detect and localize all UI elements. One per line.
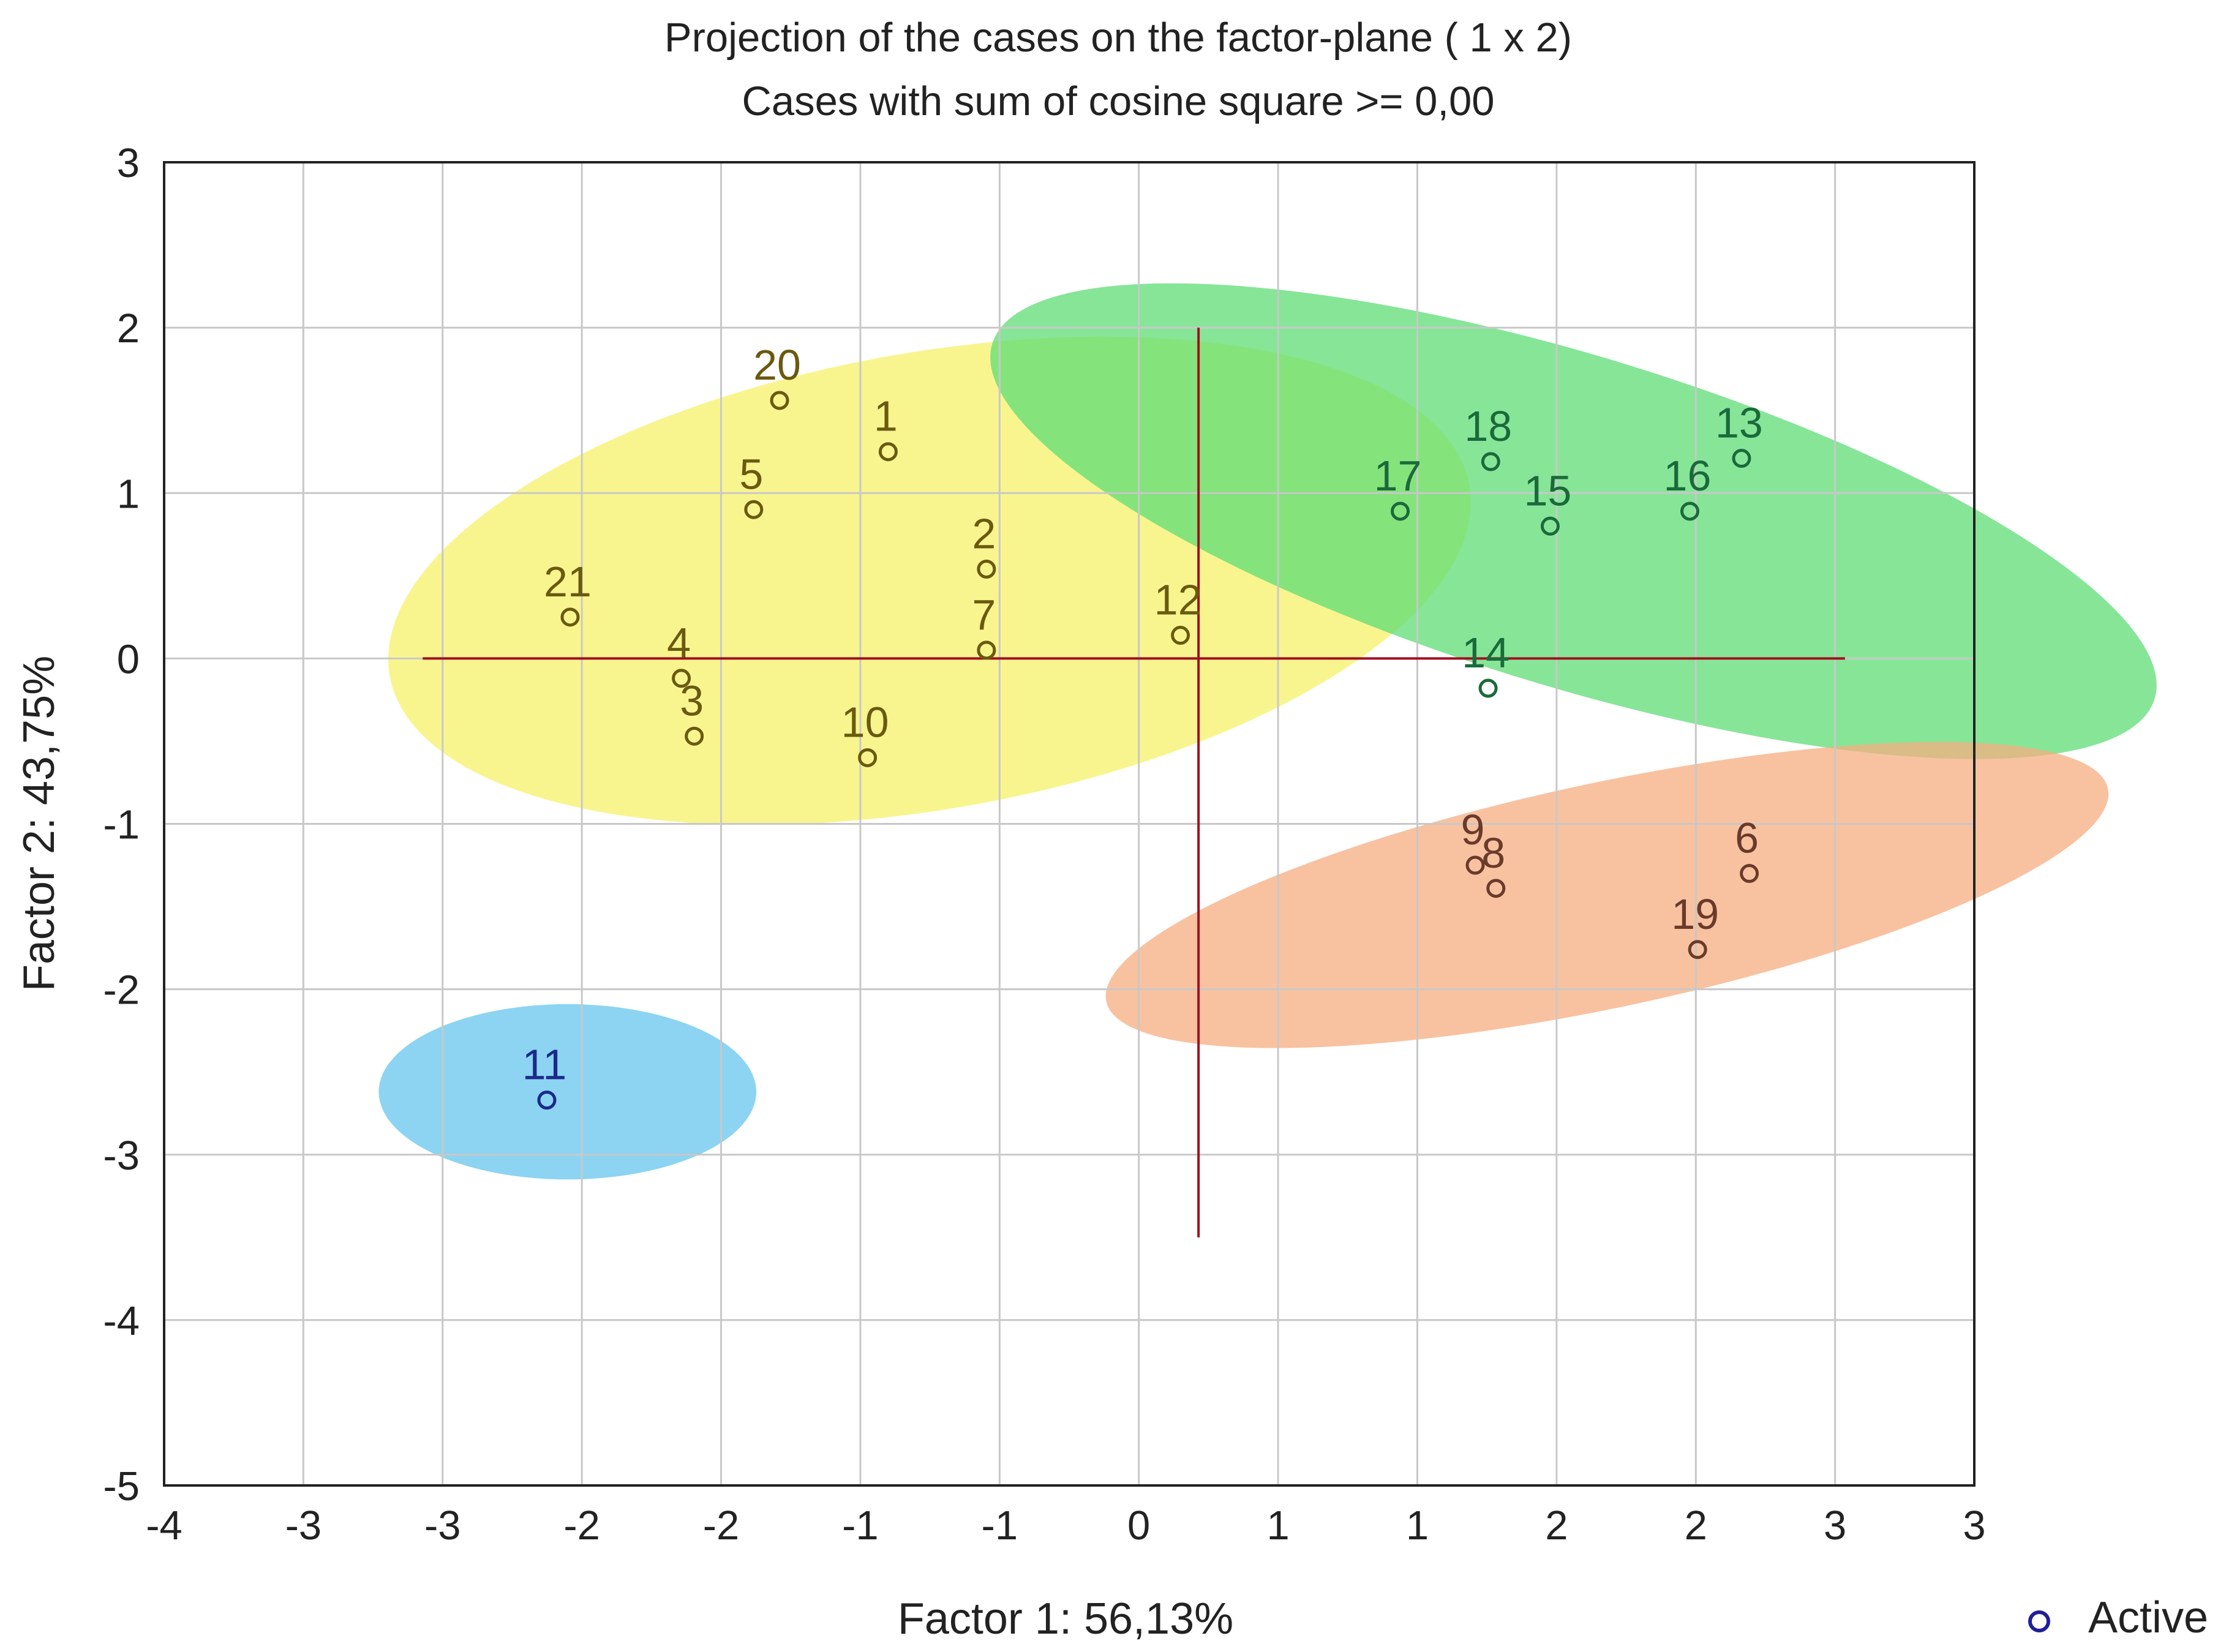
point-label: 15 bbox=[1524, 467, 1572, 514]
y-tick-label: 3 bbox=[117, 140, 140, 186]
x-tick-label: -2 bbox=[563, 1503, 600, 1549]
x-tick-label: 1 bbox=[1266, 1503, 1289, 1549]
point-marker bbox=[1465, 855, 1485, 875]
point-label: 5 bbox=[739, 450, 763, 498]
x-tick-label: -2 bbox=[703, 1503, 740, 1549]
point-marker bbox=[672, 669, 691, 688]
cluster-green bbox=[990, 283, 2157, 759]
point-marker bbox=[1478, 678, 1498, 698]
point-label: 8 bbox=[1481, 829, 1505, 877]
point-label: 2 bbox=[972, 510, 996, 558]
x-axis-ticks: -4 -3 -3 -2 -2 -1 -1 0 1 1 2 2 3 3 bbox=[146, 1503, 1985, 1549]
point-marker bbox=[1540, 516, 1560, 536]
point-label: 19 bbox=[1671, 890, 1719, 938]
y-axis-ticks: 3 2 1 0 -1 -2 -3 -4 -5 bbox=[103, 140, 140, 1509]
point-marker bbox=[977, 640, 996, 660]
point-label: 1 bbox=[874, 392, 898, 440]
x-tick-label: -3 bbox=[285, 1503, 322, 1549]
legend-marker bbox=[2028, 1610, 2050, 1632]
x-tick-label: 1 bbox=[1406, 1503, 1429, 1549]
point-label: 20 bbox=[753, 341, 801, 389]
chart-subtitle: Cases with sum of cosine square >= 0,00 bbox=[742, 78, 1495, 124]
point-marker bbox=[1481, 452, 1500, 471]
point-marker bbox=[1732, 449, 1751, 468]
point-marker bbox=[770, 391, 789, 410]
y-tick-label: 1 bbox=[117, 471, 140, 517]
y-axis-label: Factor 2: 43,75% bbox=[15, 656, 64, 991]
point-marker bbox=[1486, 879, 1506, 898]
point-marker bbox=[1391, 501, 1410, 521]
point-marker bbox=[1171, 626, 1190, 645]
point-label: 10 bbox=[841, 698, 889, 746]
point-label: 6 bbox=[1735, 814, 1759, 862]
x-tick-label: 3 bbox=[1824, 1503, 1846, 1549]
chart-title: Projection of the cases on the factor-pl… bbox=[664, 15, 1572, 61]
x-tick-label: -4 bbox=[146, 1503, 182, 1549]
y-tick-label: -2 bbox=[103, 967, 140, 1013]
point-label: 16 bbox=[1664, 452, 1712, 500]
x-tick-label: 0 bbox=[1127, 1503, 1150, 1549]
y-tick-label: -4 bbox=[103, 1298, 140, 1344]
x-tick-label: -1 bbox=[842, 1503, 879, 1549]
x-tick-label: -3 bbox=[424, 1503, 461, 1549]
point-marker bbox=[537, 1091, 557, 1110]
point-label: 12 bbox=[1154, 576, 1202, 624]
point-label: 14 bbox=[1462, 629, 1510, 677]
y-tick-label: 0 bbox=[117, 636, 140, 682]
x-axis-label: Factor 1: 56,13% bbox=[898, 1594, 1233, 1643]
point-marker bbox=[560, 607, 580, 627]
point-label: 9 bbox=[1461, 806, 1485, 854]
point-label: 4 bbox=[667, 619, 691, 667]
point-label: 13 bbox=[1715, 399, 1763, 447]
x-tick-label: 2 bbox=[1685, 1503, 1707, 1549]
y-tick-label: -5 bbox=[103, 1463, 140, 1509]
point-label: 11 bbox=[522, 1041, 567, 1089]
y-tick-label: -1 bbox=[103, 802, 140, 848]
cluster-orange bbox=[1105, 742, 2109, 1048]
x-tick-label: 3 bbox=[1963, 1503, 1985, 1549]
point-label: 21 bbox=[544, 558, 592, 606]
point-label: 18 bbox=[1464, 402, 1512, 450]
x-tick-label: 2 bbox=[1545, 1503, 1568, 1549]
point-marker bbox=[744, 500, 764, 519]
point-label: 7 bbox=[972, 591, 996, 639]
legend: Active bbox=[2028, 1593, 2208, 1642]
point-marker bbox=[1680, 501, 1699, 521]
cluster-ellipses bbox=[378, 283, 2157, 1180]
point-label: 3 bbox=[680, 677, 704, 724]
point-label: 17 bbox=[1374, 452, 1422, 500]
legend-label: Active bbox=[2088, 1593, 2208, 1642]
x-tick-label: -1 bbox=[982, 1503, 1018, 1549]
plot-frame bbox=[163, 161, 1976, 1487]
point-marker bbox=[685, 726, 704, 746]
reference-lines bbox=[423, 328, 1845, 1237]
point-marker bbox=[858, 748, 878, 767]
point-marker bbox=[1688, 940, 1707, 959]
cluster-blue bbox=[378, 1004, 757, 1180]
point-marker bbox=[1740, 864, 1759, 884]
point-marker bbox=[878, 442, 898, 462]
y-tick-label: 2 bbox=[117, 306, 140, 351]
point-marker bbox=[977, 560, 996, 579]
y-tick-label: -3 bbox=[103, 1133, 140, 1179]
